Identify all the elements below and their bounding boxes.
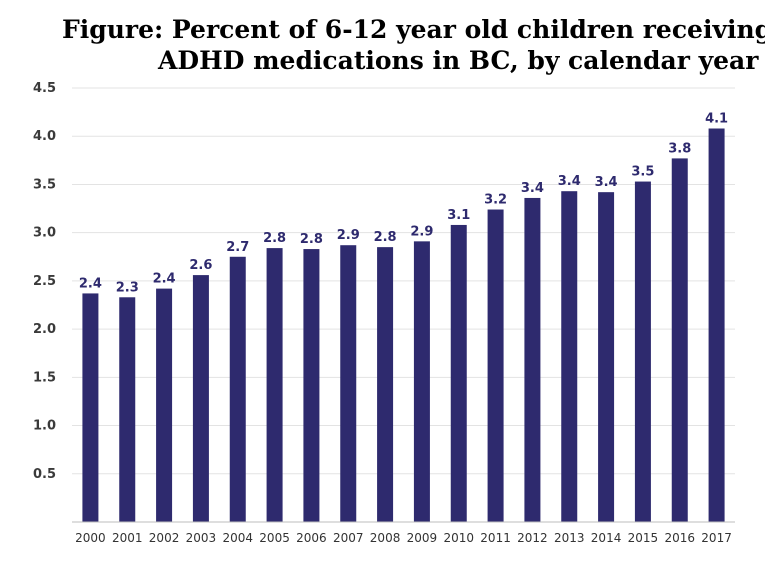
x-tick-label-2007: 2007: [333, 531, 364, 545]
chart-title-line-2: ADHD medications in BC, by calendar year: [158, 46, 759, 75]
data-label-2004: 2.7: [226, 240, 249, 255]
bar-2002: [156, 288, 173, 522]
x-tick-label-2008: 2008: [370, 531, 401, 545]
y-tick-label: 4.0: [33, 129, 56, 144]
x-tick-label-2002: 2002: [149, 531, 180, 545]
x-tick-label-2017: 2017: [701, 531, 732, 545]
gridlines: [72, 87, 735, 475]
bar-2010: [450, 224, 467, 522]
data-label-2005: 2.8: [263, 231, 286, 246]
bar-2003: [192, 275, 209, 522]
bar-2011: [487, 209, 504, 522]
data-label-2007: 2.9: [337, 228, 360, 243]
y-tick-label: 3.5: [33, 177, 56, 192]
bar-2014: [598, 192, 615, 522]
y-tick-label: 1.5: [33, 370, 56, 385]
x-tick-label-2005: 2005: [259, 531, 290, 545]
bar-2006: [303, 249, 320, 522]
x-tick-label-2014: 2014: [591, 531, 622, 545]
y-tick-label: 4.5: [33, 81, 56, 96]
x-tick-label-2004: 2004: [222, 531, 253, 545]
data-label-2014: 3.4: [595, 175, 618, 190]
data-label-2003: 2.6: [189, 258, 212, 273]
x-tick-label-2009: 2009: [407, 531, 438, 545]
bar-2007: [340, 245, 357, 522]
bar-2000: [82, 293, 99, 522]
x-tick-label-2006: 2006: [296, 531, 327, 545]
bar-2004: [229, 256, 246, 522]
data-label-2017: 4.1: [705, 112, 728, 127]
data-label-2013: 3.4: [558, 174, 581, 189]
x-tick-label-2015: 2015: [628, 531, 659, 545]
data-label-2016: 3.8: [668, 141, 691, 156]
bar-2012: [524, 197, 541, 523]
y-tick-label: 1.0: [33, 419, 56, 434]
data-label-2002: 2.4: [153, 272, 176, 287]
bar-2013: [561, 191, 578, 522]
y-tick-label: 2.0: [33, 322, 56, 337]
bar-2001: [119, 297, 136, 522]
data-label-2008: 2.8: [374, 230, 397, 245]
data-label-2015: 3.5: [631, 165, 654, 180]
data-label-2012: 3.4: [521, 181, 544, 196]
y-tick-label: 3.0: [33, 226, 56, 241]
bar-2005: [266, 248, 283, 522]
y-tick-label: 0.5: [33, 467, 56, 482]
data-label-2001: 2.3: [116, 280, 139, 295]
x-tick-label-2003: 2003: [186, 531, 217, 545]
data-label-2010: 3.1: [447, 208, 470, 223]
bar-2017: [708, 128, 725, 523]
bar-2009: [413, 241, 430, 522]
x-axis-tick-labels: 2000 2001 2002 2003 2004 2005 2006 2007 2008 2009…: [75, 531, 732, 545]
data-label-2009: 2.9: [410, 224, 433, 239]
x-tick-label-2016: 2016: [664, 531, 695, 545]
data-label-2011: 3.2: [484, 193, 507, 208]
bar-2015: [634, 181, 651, 522]
bar-2016: [671, 158, 688, 522]
chart-title-line-1: Figure: Percent of 6-12 year old childre…: [62, 15, 765, 44]
x-tick-label-2010: 2010: [443, 531, 474, 545]
x-tick-label-2012: 2012: [517, 531, 548, 545]
y-axis-tick-labels: 0.5 1.0 1.5 2.0 2.5 3.0 3.5 4.0 4.5: [33, 81, 56, 482]
data-label-2000: 2.4: [79, 276, 102, 291]
x-tick-label-2013: 2013: [554, 531, 585, 545]
y-tick-label: 2.5: [33, 274, 56, 289]
x-tick-label-2000: 2000: [75, 531, 106, 545]
data-label-2006: 2.8: [300, 232, 323, 247]
x-tick-label-2001: 2001: [112, 531, 143, 545]
x-tick-label-2011: 2011: [480, 531, 511, 545]
bar-2008: [377, 247, 394, 522]
data-labels: 2.4 2.3 2.4 2.6 2.7 2.8 2.8 2.9 2.8 2.9 3.1 3.2 3.4 3…: [79, 112, 728, 296]
bars: [82, 128, 725, 523]
